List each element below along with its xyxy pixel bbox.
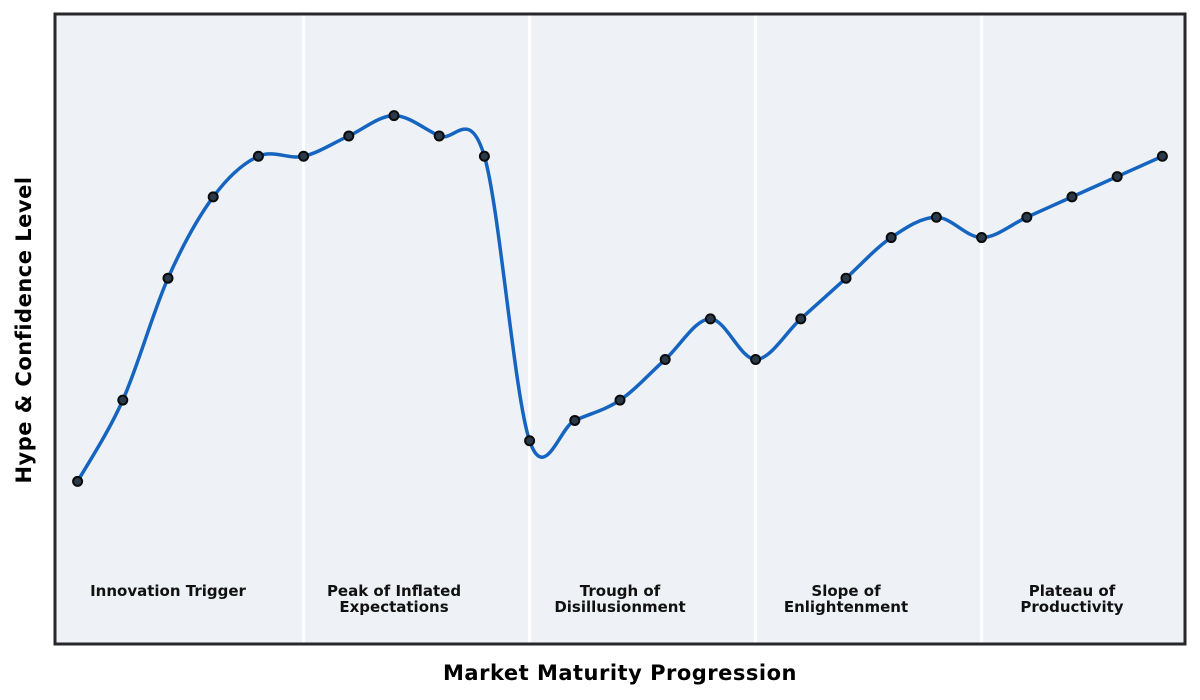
data-point-marker xyxy=(72,475,84,487)
data-point-marker xyxy=(840,272,852,284)
phase-label: Trough of Disillusionment xyxy=(554,582,685,616)
phase-label: Peak of Inflated Expectations xyxy=(327,582,461,616)
data-point-marker xyxy=(885,232,897,244)
data-point-marker xyxy=(614,394,626,406)
data-point-marker xyxy=(704,313,716,325)
data-point-marker xyxy=(343,130,355,142)
data-point-marker xyxy=(478,150,490,162)
y-axis-label: Hype & Confidence Level xyxy=(12,176,36,484)
data-point-marker xyxy=(298,150,310,162)
data-point-marker xyxy=(659,353,671,365)
data-point-marker xyxy=(1066,191,1078,203)
x-axis-label: Market Maturity Progression xyxy=(443,661,797,685)
data-point-marker xyxy=(207,191,219,203)
data-point-marker xyxy=(117,394,129,406)
data-point-marker xyxy=(750,353,762,365)
data-point-marker xyxy=(569,414,581,426)
data-point-marker xyxy=(795,313,807,325)
data-point-marker xyxy=(162,272,174,284)
data-point-marker xyxy=(252,150,264,162)
data-point-marker xyxy=(1111,171,1123,183)
phase-label: Plateau of Productivity xyxy=(1020,582,1123,616)
phase-label: Slope of Enlightenment xyxy=(784,582,908,616)
data-point-marker xyxy=(1156,150,1168,162)
data-point-marker xyxy=(1021,211,1033,223)
phase-label: Innovation Trigger xyxy=(90,582,246,600)
data-point-marker xyxy=(930,211,942,223)
data-point-marker xyxy=(388,110,400,122)
plot-area-background xyxy=(55,14,1185,644)
data-point-marker xyxy=(433,130,445,142)
data-point-marker xyxy=(524,435,536,447)
data-point-marker xyxy=(976,232,988,244)
axes-spines xyxy=(53,12,1187,646)
